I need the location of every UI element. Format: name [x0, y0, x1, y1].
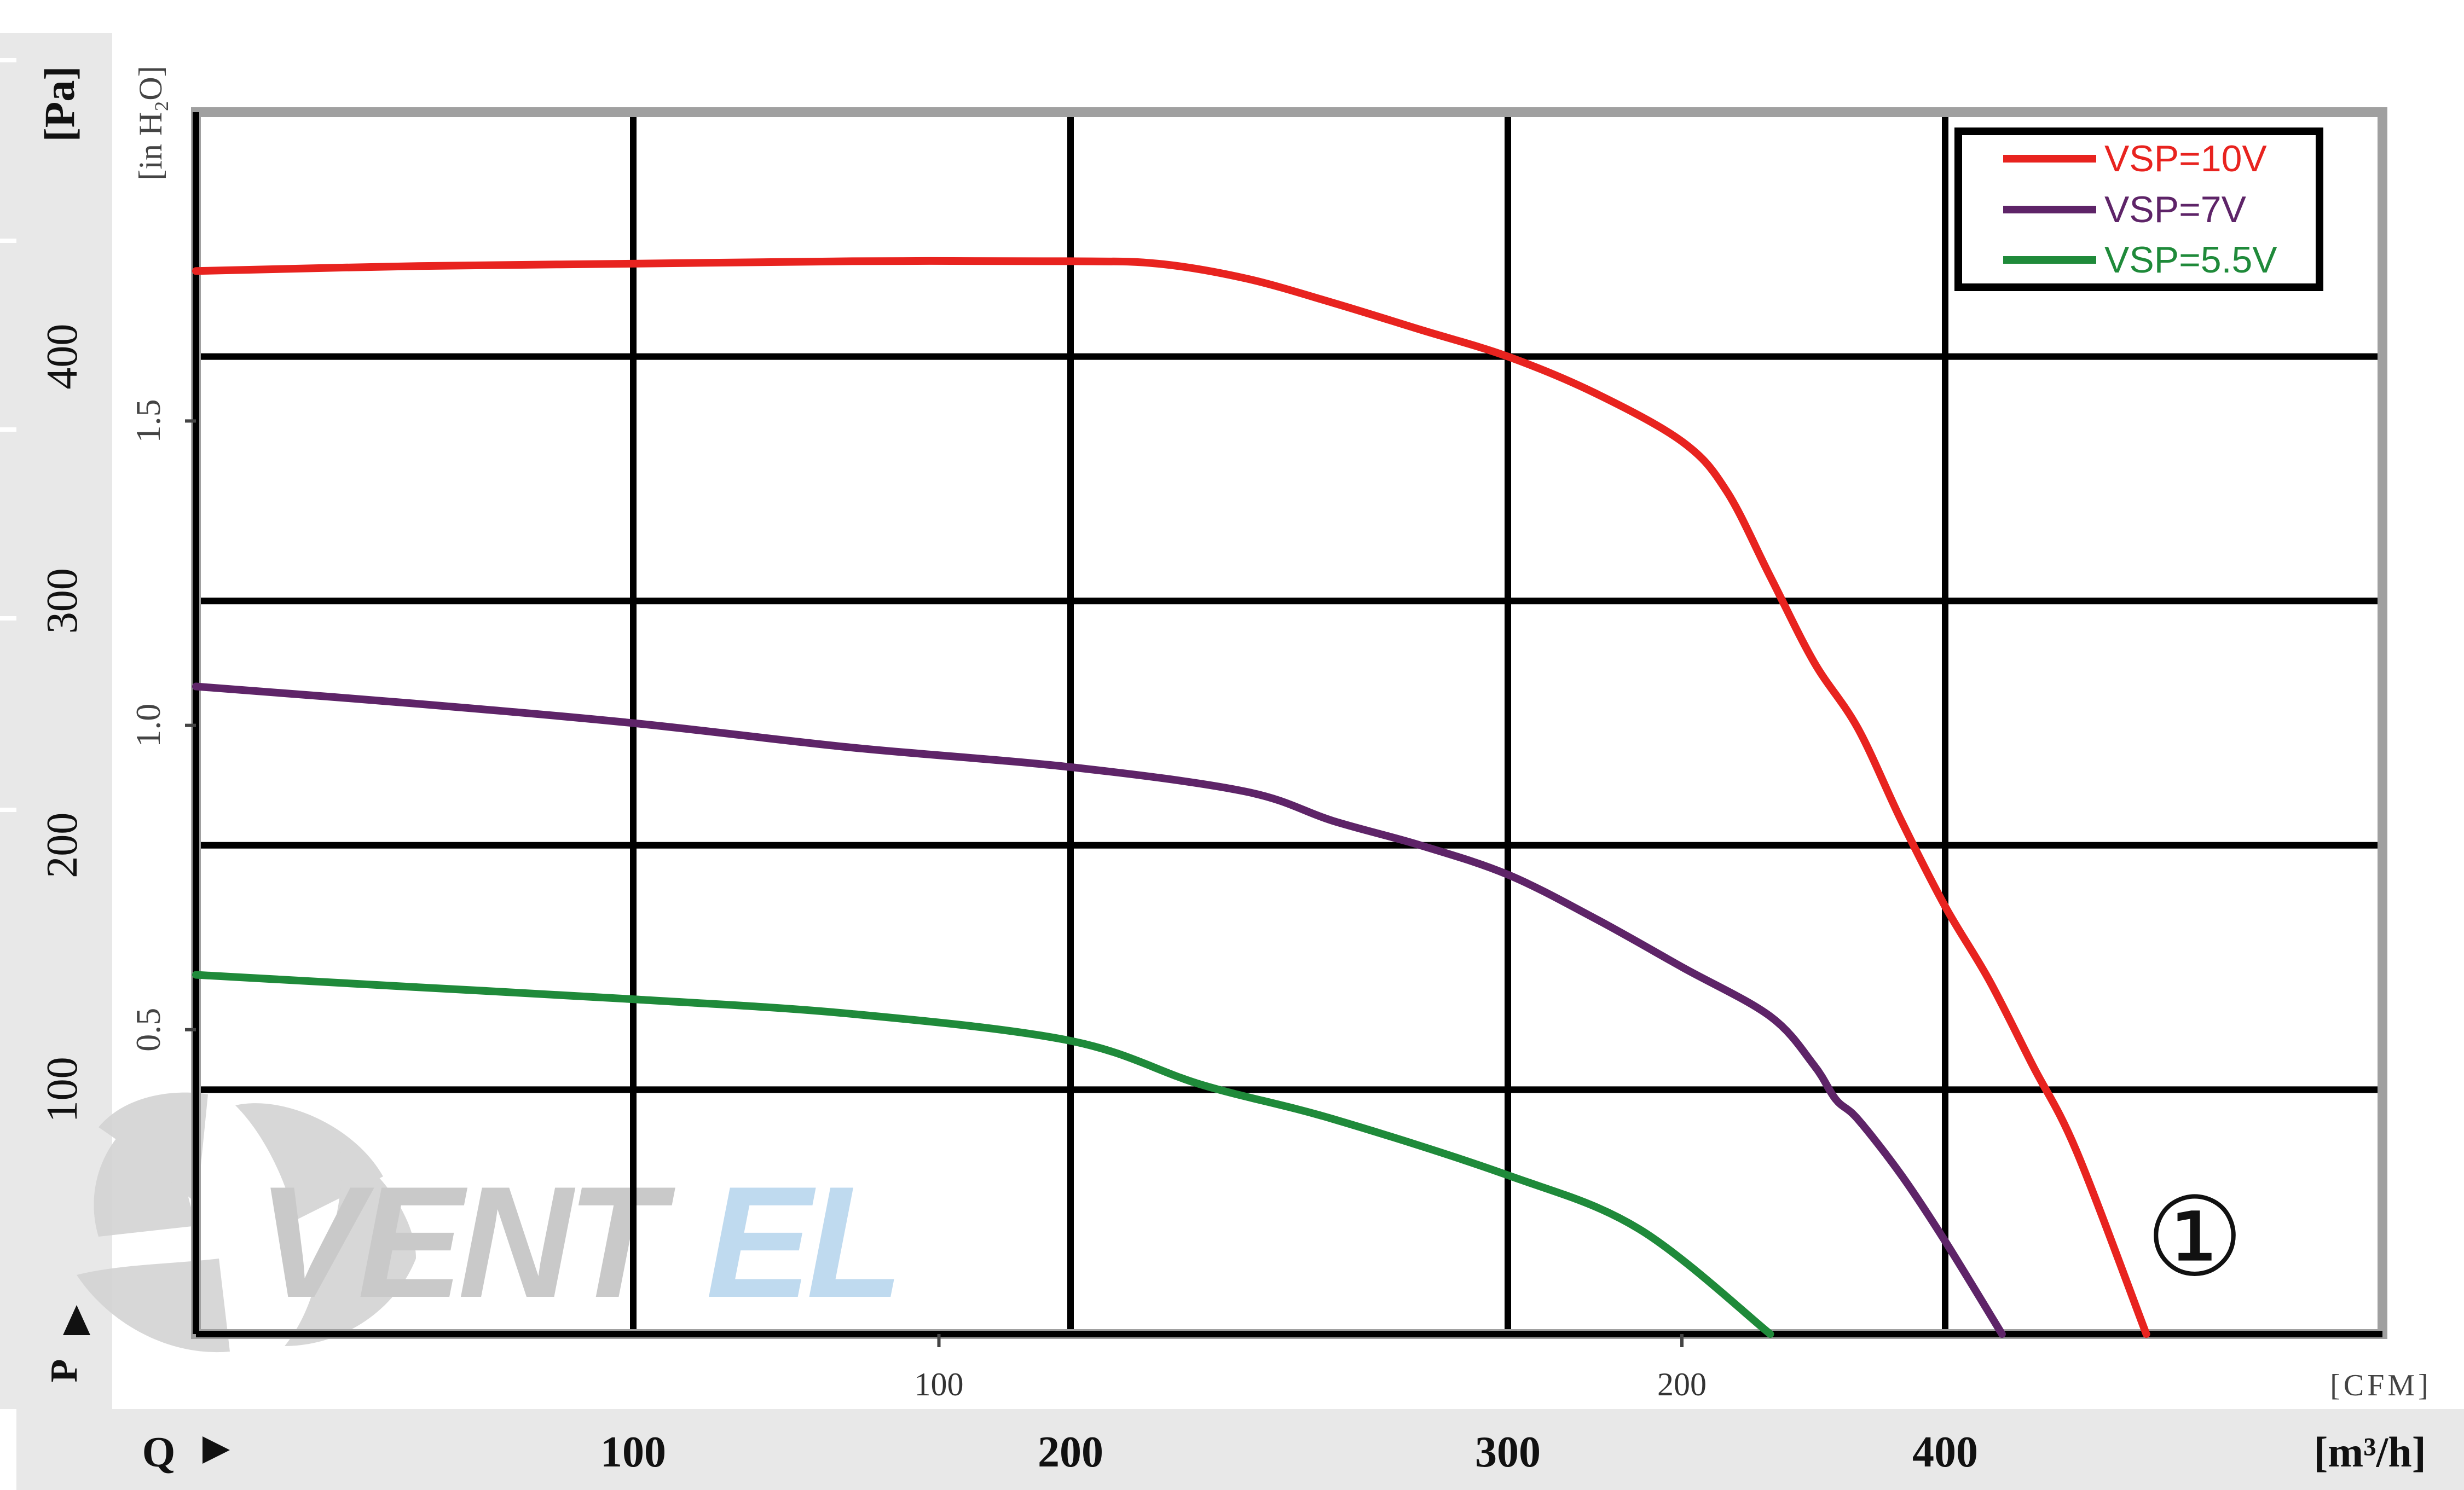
- curve-number-marker: ①: [2145, 1178, 2243, 1299]
- pa-tick-label-2: 200: [38, 813, 86, 878]
- inh2o-axis-label: [in H₂O]: [132, 66, 169, 180]
- left-band-ticks: [0, 58, 16, 812]
- pa-tick-label-3: 300: [38, 568, 86, 634]
- left-axis-band: [0, 33, 112, 1409]
- watermark-text-el: EL: [706, 1153, 898, 1331]
- q-axis-symbol: Q: [142, 1428, 176, 1476]
- q-arrow-icon: [203, 1436, 230, 1464]
- cfm-axis-label: [CFM]: [2330, 1369, 2432, 1402]
- inh2o-tick-label-3: 1.5: [129, 399, 167, 443]
- bottom-axis-band: [16, 1409, 2464, 1490]
- m3h-tick-label-1: 100: [600, 1428, 666, 1476]
- series-line-1: [192, 257, 2150, 1338]
- horizontal-gridlines: [196, 353, 2382, 1093]
- p-axis-symbol: P: [43, 1359, 85, 1383]
- series-lines: [192, 257, 2150, 1338]
- inh2o-tick-labels: 0.5 1.0 1.5: [129, 399, 196, 1052]
- m3h-tick-label-3: 300: [1475, 1428, 1541, 1476]
- pa-tick-label-4: 400: [38, 324, 86, 390]
- vertical-gridlines: [630, 112, 1948, 1334]
- legend-label-vsp10: VSP=10V: [2104, 138, 2267, 179]
- m3h-tick-labels: 100 200 300 400: [600, 1428, 1978, 1476]
- cfm-tick-label-1: 100: [915, 1366, 964, 1402]
- plot-area: [191, 107, 2387, 1339]
- legend-label-vsp5-5: VSP=5.5V: [2104, 239, 2277, 281]
- plot-frame: [191, 107, 2387, 1339]
- m3h-tick-label-2: 200: [1038, 1428, 1103, 1476]
- watermark-text-vent: VENT: [257, 1153, 676, 1331]
- cfm-tick-labels: 100 200: [915, 1334, 1707, 1402]
- legend-label-vsp7: VSP=7V: [2104, 189, 2247, 230]
- pa-axis-label: [Pa]: [36, 66, 83, 142]
- m3h-axis-label: [m³/h]: [2313, 1428, 2426, 1476]
- inh2o-tick-label-1: 0.5: [129, 1008, 167, 1052]
- series-line-3: [192, 971, 1774, 1338]
- legend: VSP=10V VSP=7V VSP=5.5V: [1954, 127, 2323, 291]
- cfm-tick-label-2: 200: [1657, 1366, 1707, 1402]
- series-line-2: [192, 682, 2006, 1338]
- p-arrow-icon: [63, 1305, 90, 1335]
- pa-tick-labels: 100 200 300 400: [38, 324, 86, 1123]
- inh2o-tick-label-2: 1.0: [129, 704, 167, 747]
- m3h-tick-label-4: 400: [1912, 1428, 1978, 1476]
- pa-tick-label-1: 100: [38, 1057, 86, 1122]
